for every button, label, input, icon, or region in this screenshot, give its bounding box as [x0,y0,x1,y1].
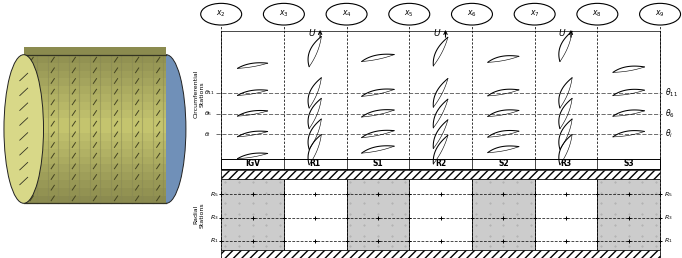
Bar [24,117,166,125]
Bar [24,164,166,172]
Bar [221,179,284,250]
Ellipse shape [4,55,44,203]
Text: IGV: IGV [245,159,260,168]
Text: $\theta_6$: $\theta_6$ [665,107,674,120]
Text: U: U [308,29,314,38]
Text: $\theta_i$: $\theta_i$ [665,128,673,140]
Bar [409,179,472,250]
Bar [24,157,166,164]
Bar [24,180,166,188]
Text: U: U [559,29,565,38]
Text: $x_3$: $x_3$ [279,9,288,19]
Bar [597,179,660,250]
Bar [284,179,346,250]
Text: $\theta_{11}$: $\theta_{11}$ [665,87,678,99]
Bar [24,172,166,180]
Ellipse shape [147,55,186,203]
Text: S3: S3 [623,159,634,168]
Text: $x_9$: $x_9$ [655,9,665,19]
Text: $x_8$: $x_8$ [593,9,602,19]
Bar [24,63,166,71]
Text: $R_3$: $R_3$ [664,213,672,222]
Bar [535,179,597,250]
Text: $x_2$: $x_2$ [216,9,226,19]
Text: R3: R3 [561,159,572,168]
Text: $R_5$: $R_5$ [210,190,219,199]
Text: S1: S1 [372,159,383,168]
Text: $x_7$: $x_7$ [530,9,539,19]
Circle shape [326,3,367,25]
Bar [346,179,409,250]
Bar [24,70,166,78]
Text: $x_6$: $x_6$ [467,9,477,19]
Text: S2: S2 [498,159,509,168]
Bar [24,141,166,149]
Text: $R_1$: $R_1$ [664,237,672,245]
Text: $\theta_6$: $\theta_6$ [204,109,212,118]
Text: $x_5$: $x_5$ [404,9,414,19]
Bar [24,78,166,86]
Text: Circumferential
Stations: Circumferential Stations [194,70,205,118]
Bar [24,55,166,63]
Circle shape [640,3,681,25]
Bar [24,149,166,157]
Text: U: U [433,29,440,38]
Circle shape [201,3,241,25]
Text: $\theta_i$: $\theta_i$ [204,130,211,139]
Bar [221,170,660,179]
Circle shape [263,3,304,25]
Text: R2: R2 [435,159,446,168]
FancyBboxPatch shape [24,55,166,203]
Circle shape [389,3,430,25]
Bar [24,188,166,196]
Bar [221,250,660,258]
Text: Radial
Stations: Radial Stations [194,202,205,228]
Text: $R_5$: $R_5$ [664,190,672,199]
Text: $R_3$: $R_3$ [210,213,219,222]
Bar [221,159,660,169]
Bar [24,125,166,133]
Bar [24,86,166,94]
Text: $x_4$: $x_4$ [342,9,351,19]
Circle shape [577,3,618,25]
Circle shape [451,3,492,25]
Bar [24,94,166,102]
Bar [472,179,535,250]
Bar [24,196,166,204]
Text: $\theta_{11}$: $\theta_{11}$ [204,88,215,97]
Bar [24,47,166,55]
Bar [24,110,166,117]
Bar [24,133,166,141]
Bar [24,102,166,110]
Text: R1: R1 [310,159,321,168]
Circle shape [514,3,555,25]
Text: $R_1$: $R_1$ [210,237,219,245]
